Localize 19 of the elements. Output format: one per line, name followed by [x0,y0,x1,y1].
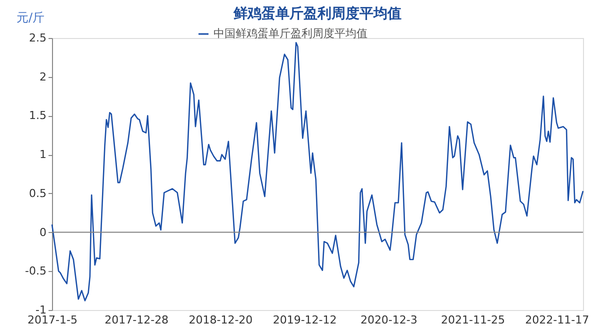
y-tick-label: 1.5 [29,109,46,122]
y-tick-label: 1 [40,148,46,162]
line-series [51,42,584,302]
y-axis-title: 元/斤 [16,10,45,24]
x-tick-label: 2017-1-5 [28,314,78,326]
x-tick-label: 2021-11-25 [441,314,505,326]
y-tick-label: 2.5 [29,32,46,44]
x-tick-label: 2017-12-28 [104,314,169,326]
legend-label: 中国鲜鸡蛋单斤盈利周度平均值 [214,27,368,40]
x-tick-label: 2022-11-17 [525,314,590,326]
y-tick-label: 2 [40,70,46,84]
x-tick-label: 2019-12-12 [272,314,337,326]
y-tick-label: 0.5 [29,186,46,200]
y-tick-label: -1 [36,304,46,316]
y-tick-label: 0 [40,226,46,239]
x-tick-label: 2018-12-20 [188,314,253,326]
y-tick-label: -0.5 [25,264,46,278]
x-tick-label: 2020-12-3 [360,314,418,326]
chart-title: 鲜鸡蛋单斤盈利周度平均值 [232,5,402,22]
